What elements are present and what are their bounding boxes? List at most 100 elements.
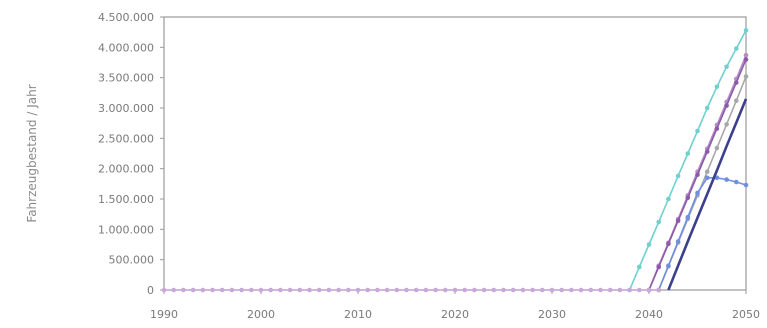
data-point — [743, 57, 749, 62]
data-point — [171, 287, 176, 293]
data-point — [307, 287, 312, 293]
series-0 — [627, 28, 749, 293]
x-tick-label: 2050 — [732, 308, 760, 321]
data-point — [365, 287, 371, 293]
data-point — [646, 287, 652, 293]
data-point — [520, 287, 526, 293]
data-point — [355, 287, 361, 293]
data-point — [249, 287, 254, 293]
data-point — [714, 126, 720, 131]
data-point — [268, 287, 274, 293]
data-point — [287, 287, 293, 293]
data-point — [190, 287, 196, 293]
data-point — [627, 287, 632, 293]
data-point — [714, 84, 720, 90]
data-point — [297, 287, 303, 293]
data-point — [646, 242, 652, 247]
series-5 — [667, 98, 748, 291]
data-point — [161, 287, 167, 293]
y-tick-label: 2.500.000 — [98, 132, 154, 145]
data-point — [724, 103, 729, 108]
x-axis: 1990 2000 2010 2020 2030 2040 2050 — [150, 290, 760, 321]
data-point — [433, 287, 438, 293]
data-point — [734, 179, 739, 185]
data-point — [724, 122, 729, 127]
data-point — [724, 177, 729, 182]
data-point — [559, 287, 564, 293]
data-point — [666, 196, 671, 202]
series-layer — [161, 28, 749, 293]
data-point — [375, 287, 380, 293]
data-point — [666, 263, 671, 269]
data-point — [549, 287, 555, 293]
series-line — [628, 29, 747, 291]
data-point — [462, 287, 468, 293]
data-point — [695, 172, 700, 178]
x-tick-label: 2000 — [247, 308, 275, 321]
data-point — [685, 214, 691, 220]
data-point — [704, 149, 710, 154]
data-point — [540, 287, 545, 293]
data-point — [413, 287, 419, 293]
data-point — [181, 287, 186, 293]
data-point — [423, 287, 429, 293]
data-point — [258, 287, 264, 293]
data-point — [239, 287, 244, 293]
series-line — [657, 177, 747, 291]
data-point — [675, 218, 681, 224]
data-point — [743, 28, 749, 33]
data-point — [219, 287, 225, 293]
data-point — [685, 195, 691, 201]
data-point — [743, 52, 749, 58]
data-point — [695, 190, 700, 196]
data-point — [656, 264, 661, 270]
y-tick-label: 4.000.000 — [98, 41, 154, 54]
data-point — [734, 46, 739, 51]
data-point — [346, 287, 351, 293]
data-point — [685, 151, 691, 156]
data-point — [326, 287, 332, 293]
data-point — [452, 287, 458, 293]
data-point — [443, 287, 448, 293]
data-point — [510, 287, 516, 293]
data-point — [569, 287, 574, 293]
series-6 — [161, 287, 661, 293]
y-tick-label: 3.000.000 — [98, 102, 154, 115]
x-tick-label: 2030 — [538, 308, 566, 321]
data-point — [666, 241, 671, 247]
x-tick-label: 2010 — [344, 308, 372, 321]
data-point — [607, 287, 613, 293]
data-point — [278, 287, 283, 293]
y-tick-label: 4.500.000 — [98, 11, 154, 24]
data-point — [704, 175, 710, 181]
data-point — [404, 287, 409, 293]
data-point — [675, 173, 681, 179]
data-point — [336, 287, 341, 293]
y-tick-label: 3.500.000 — [98, 72, 154, 85]
x-tick-label: 1990 — [150, 308, 178, 321]
x-tick-label: 2040 — [635, 308, 663, 321]
data-point — [598, 287, 603, 293]
data-point — [316, 287, 322, 293]
data-point — [704, 169, 710, 174]
data-point — [704, 105, 710, 111]
data-point — [229, 287, 235, 293]
data-point — [637, 287, 642, 293]
series-2 — [646, 57, 749, 293]
data-point — [743, 74, 749, 79]
data-point — [491, 287, 497, 293]
data-point — [656, 287, 661, 293]
x-tick-label: 2020 — [441, 308, 469, 321]
y-tick-label: 2.000.000 — [98, 163, 154, 176]
data-point — [472, 287, 477, 293]
y-tick-label: 1.500.000 — [98, 193, 154, 206]
y-axis-title: Fahrzeugbestand / Jahr — [25, 84, 39, 222]
data-point — [743, 182, 749, 188]
data-point — [530, 287, 535, 293]
y-tick-label: 1.000.000 — [98, 223, 154, 236]
data-point — [695, 128, 700, 134]
data-point — [200, 287, 206, 293]
data-point — [210, 287, 215, 293]
